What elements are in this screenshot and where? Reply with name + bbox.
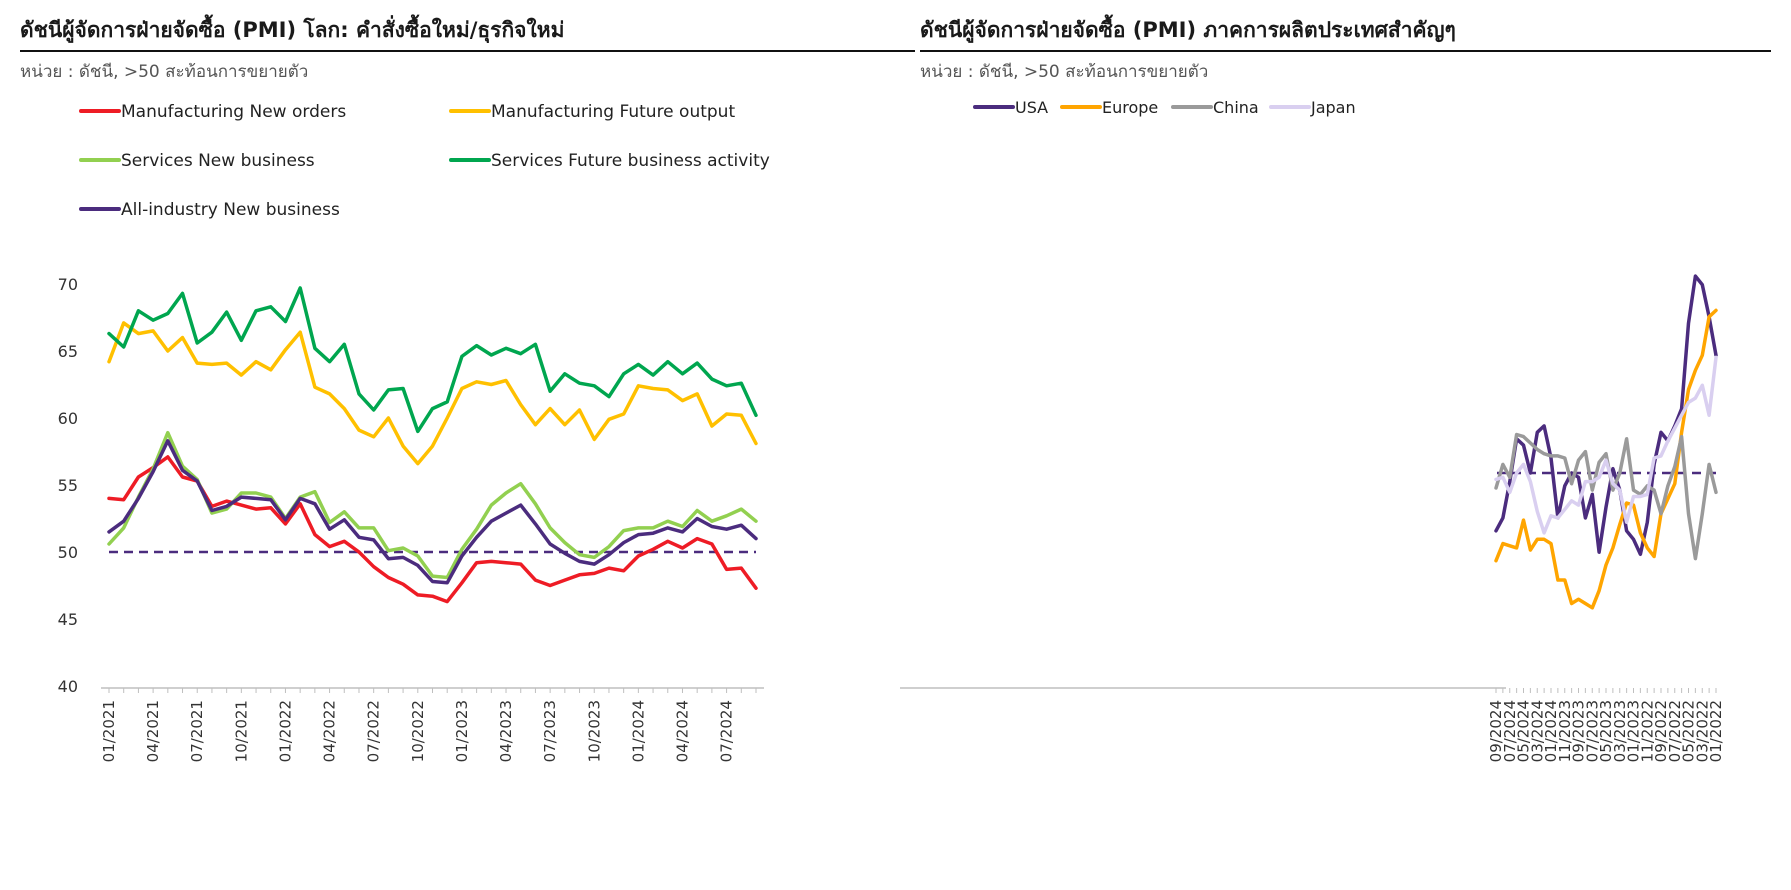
y-tick-label: 55 — [58, 476, 78, 495]
series-line-manufacturing-new-orders — [107, 455, 758, 604]
title-rule — [20, 50, 915, 52]
x-tick-label: 10/2022 — [409, 700, 427, 762]
chart-title: ดัชนีผู้จัดการฝ่ายจัดซื้อ (PMI) ภาคการผล… — [920, 18, 1456, 42]
y-tick-label: 60 — [58, 409, 78, 428]
x-tick-label: 01/2023 — [1625, 700, 1643, 762]
x-tick-label: 07/2022 — [365, 700, 383, 762]
x-tick-label: 01/2021 — [100, 700, 118, 762]
y-tick-label: 45 — [58, 610, 78, 629]
legend-label-manufacturing-future-output: Manufacturing Future output — [491, 102, 735, 122]
series-line-usa — [1494, 274, 1718, 557]
y-tick-label: 50 — [58, 543, 78, 562]
x-tick-label: 07/2023 — [541, 700, 559, 762]
series-line-services-new-business — [107, 430, 758, 580]
x-tick-label: 07/2024 — [718, 700, 736, 762]
x-tick-label: 11/2022 — [1638, 700, 1656, 762]
x-tick-label: 04/2021 — [144, 700, 162, 762]
x-tick-label: 04/2023 — [497, 700, 515, 762]
x-tick-label: 10/2023 — [585, 700, 603, 762]
title-rule — [920, 50, 1771, 52]
x-tick-label: 09/2022 — [1652, 700, 1670, 762]
legend-label-services-new-business: Services New business — [121, 151, 315, 171]
legend-label-services-future-business-activity: Services Future business activity — [491, 151, 770, 171]
x-tick-label: 09/2023 — [1570, 700, 1588, 762]
chart-subtitle: หน่วย : ดัชนี, >50 สะท้อนการขยายตัว — [20, 62, 309, 82]
series-line-china — [1494, 432, 1718, 561]
series-line-japan — [1494, 355, 1718, 535]
x-tick-label: 01/2024 — [1542, 700, 1560, 762]
y-tick-label: 40 — [58, 677, 78, 696]
right-chart-panel: ดัชนีผู้จัดการฝ่ายจัดซื้อ (PMI) ภาคการผล… — [900, 0, 1791, 890]
x-tick-label: 07/2023 — [1583, 700, 1601, 762]
legend-label-usa: USA — [1015, 98, 1048, 117]
x-tick-label: 04/2024 — [673, 700, 691, 762]
y-tick-label: 65 — [58, 342, 78, 361]
x-tick-label: 05/2023 — [1597, 700, 1615, 762]
x-tick-label: 03/2023 — [1611, 700, 1629, 762]
x-tick-label: 07/2024 — [1501, 700, 1519, 762]
series-line-manufacturing-future-output — [107, 321, 758, 466]
x-tick-label: 10/2021 — [232, 700, 250, 762]
legend-label-china: China — [1213, 98, 1259, 117]
x-tick-label: 05/2022 — [1680, 700, 1698, 762]
x-tick-label: 07/2022 — [1666, 700, 1684, 762]
legend-label-all-industry-new-business: All-industry New business — [121, 200, 340, 220]
series-line-all-industry-new-business — [107, 439, 758, 585]
x-tick-label: 01/2024 — [629, 700, 647, 762]
x-tick-label: 09/2024 — [1487, 700, 1505, 762]
x-tick-label: 07/2021 — [188, 700, 206, 762]
x-tick-label: 03/2024 — [1528, 700, 1546, 762]
x-tick-label: 03/2022 — [1693, 700, 1711, 762]
legend-label-manufacturing-new-orders: Manufacturing New orders — [121, 102, 346, 122]
x-tick-label: 01/2022 — [276, 700, 294, 762]
series-line-services-future-business-activity — [107, 286, 758, 434]
right-line-chart: 40455055606501/202203/202205/202207/2022… — [900, 98, 1725, 762]
x-tick-label: 01/2022 — [1707, 700, 1725, 762]
left-line-chart: 40 45 50 55 60 65 70 01/2021 04/2021 07/2021 10/20… — [58, 102, 770, 762]
y-tick-label: 70 — [58, 275, 78, 294]
chart-title: ดัชนีผู้จัดการฝ่ายจัดซื้อ (PMI) โลก: คำส… — [20, 18, 565, 42]
legend-label-europe: Europe — [1102, 98, 1158, 117]
left-chart-panel: ดัชนีผู้จัดการฝ่ายจัดซื้อ (PMI) โลก: คำส… — [20, 18, 915, 762]
x-tick-label: 01/2023 — [453, 700, 471, 762]
x-tick-label: 05/2024 — [1515, 700, 1533, 762]
chart-subtitle: หน่วย : ดัชนี, >50 สะท้อนการขยายตัว — [920, 62, 1209, 82]
x-tick-label: 11/2023 — [1556, 700, 1574, 762]
legend-label-japan: Japan — [1310, 98, 1356, 117]
x-tick-label: 04/2022 — [321, 700, 339, 762]
